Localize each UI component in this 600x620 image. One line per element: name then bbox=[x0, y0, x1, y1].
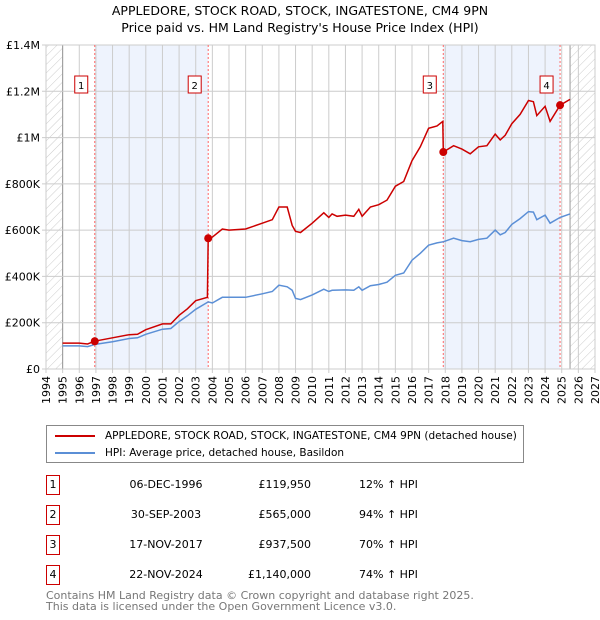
chart-subtitle: Price paid vs. HM Land Registry's House … bbox=[121, 20, 479, 35]
legend-swatch-red bbox=[55, 435, 95, 437]
legend-label: HPI: Average price, detached house, Basi… bbox=[105, 447, 345, 459]
hatched-range bbox=[46, 45, 63, 369]
y-tick-label: £600K bbox=[5, 224, 41, 237]
sale-date: 22-NOV-2024 bbox=[129, 568, 203, 581]
y-tick-label: £1M bbox=[17, 132, 41, 145]
sale-marker-box bbox=[74, 75, 89, 94]
x-tick-label: 2000 bbox=[140, 376, 153, 404]
sale-hpi: 70% ↑ HPI bbox=[359, 538, 418, 551]
sale-number: 4 bbox=[46, 565, 60, 585]
y-tick-label: £1.2M bbox=[6, 85, 40, 98]
y-tick-label: £200K bbox=[5, 317, 41, 330]
sale-price: £937,500 bbox=[258, 538, 312, 551]
x-tick-label: 2013 bbox=[356, 376, 369, 404]
series-line bbox=[62, 98, 571, 345]
x-tick-label: 2020 bbox=[473, 376, 486, 404]
x-tick-label: 2017 bbox=[423, 376, 436, 404]
sale-marker-label: 1 bbox=[78, 81, 84, 92]
y-tick-label: £1.4M bbox=[6, 39, 40, 52]
sale-date: 30-SEP-2003 bbox=[130, 508, 202, 521]
x-tick-label: 2008 bbox=[273, 376, 286, 404]
sale-date: 17-NOV-2017 bbox=[129, 538, 203, 551]
sale-point bbox=[204, 234, 213, 243]
y-tick-label: £800K bbox=[5, 178, 41, 191]
x-tick-label: 2015 bbox=[389, 376, 402, 404]
x-tick-label: 2014 bbox=[373, 376, 386, 404]
x-tick-label: 2018 bbox=[439, 376, 452, 404]
x-tick-label: 2024 bbox=[539, 376, 552, 404]
x-tick-label: 1996 bbox=[73, 376, 86, 404]
sale-marker-box bbox=[422, 75, 437, 94]
x-tick-label: 1994 bbox=[40, 376, 53, 404]
sale-marker-box bbox=[187, 75, 202, 94]
x-tick-label: 2022 bbox=[506, 376, 519, 404]
sale-marker-label: 2 bbox=[192, 81, 198, 92]
x-tick-label: 1999 bbox=[123, 376, 136, 404]
x-tick-label: 2001 bbox=[156, 376, 169, 404]
shaded-ownership-range bbox=[443, 45, 561, 369]
x-tick-label: 2006 bbox=[240, 376, 253, 404]
y-tick-label: £400K bbox=[5, 270, 41, 283]
x-tick-label: 2021 bbox=[489, 376, 502, 404]
sale-point bbox=[556, 101, 565, 110]
x-tick-label: 2002 bbox=[173, 376, 186, 404]
x-tick-label: 2010 bbox=[306, 376, 319, 404]
sale-number: 1 bbox=[46, 475, 60, 495]
sale-point bbox=[90, 337, 99, 346]
footer-line1: Contains HM Land Registry data © Crown c… bbox=[46, 589, 474, 602]
legend-item-hpi: HPI: Average price, detached house, Basi… bbox=[55, 445, 344, 461]
legend-swatch-blue bbox=[55, 452, 95, 454]
sale-marker-box bbox=[539, 75, 554, 94]
legend-label: APPLEDORE, STOCK ROAD, STOCK, INGATESTON… bbox=[105, 430, 517, 442]
sale-marker-label: 4 bbox=[543, 81, 549, 92]
x-tick-label: 1998 bbox=[107, 376, 120, 404]
sale-marker-label: 3 bbox=[427, 81, 433, 92]
hatched-range bbox=[570, 45, 595, 369]
sale-price: £1,140,000 bbox=[248, 568, 311, 581]
x-tick-label: 2009 bbox=[290, 376, 303, 404]
sale-price: £565,000 bbox=[258, 508, 312, 521]
x-tick-label: 2019 bbox=[456, 376, 469, 404]
sale-point bbox=[439, 148, 448, 157]
x-tick-label: 1997 bbox=[90, 376, 103, 404]
x-tick-label: 2005 bbox=[223, 376, 236, 404]
x-tick-label: 2004 bbox=[206, 376, 219, 404]
x-tick-label: 2012 bbox=[339, 376, 352, 404]
legend: APPLEDORE, STOCK ROAD, STOCK, INGATESTON… bbox=[46, 425, 524, 463]
x-tick-label: 1995 bbox=[57, 376, 70, 404]
sale-number: 3 bbox=[46, 535, 60, 555]
sale-number: 2 bbox=[46, 505, 60, 525]
price-chart: 1994 1995 1996 1997 1998 1999 2000 2001 2002 2003… bbox=[5, 39, 600, 404]
y-tick-label: £0 bbox=[26, 363, 40, 376]
x-tick-label: 2007 bbox=[256, 376, 269, 404]
x-tick-label: 2003 bbox=[190, 376, 203, 404]
x-tick-label: 2026 bbox=[572, 376, 585, 404]
plot-border bbox=[45, 44, 596, 370]
x-tick-label: 2016 bbox=[406, 376, 419, 404]
legend-item-property: APPLEDORE, STOCK ROAD, STOCK, INGATESTON… bbox=[55, 428, 517, 444]
sale-hpi: 12% ↑ HPI bbox=[359, 478, 418, 491]
shaded-ownership-range bbox=[94, 45, 209, 369]
sale-hpi: 94% ↑ HPI bbox=[359, 508, 418, 521]
x-tick-label: 2011 bbox=[323, 376, 336, 404]
x-tick-label: 2023 bbox=[522, 376, 535, 404]
x-tick-label: 2025 bbox=[556, 376, 569, 404]
series-line bbox=[62, 210, 571, 348]
footer-line2: This data is licensed under the Open Gov… bbox=[46, 600, 397, 613]
chart-title: APPLEDORE, STOCK ROAD, STOCK, INGATESTON… bbox=[111, 3, 489, 18]
x-tick-label: 2027 bbox=[589, 376, 600, 404]
sale-date: 06-DEC-1996 bbox=[129, 478, 203, 491]
sale-hpi: 74% ↑ HPI bbox=[359, 568, 418, 581]
sale-price: £119,950 bbox=[258, 478, 312, 491]
